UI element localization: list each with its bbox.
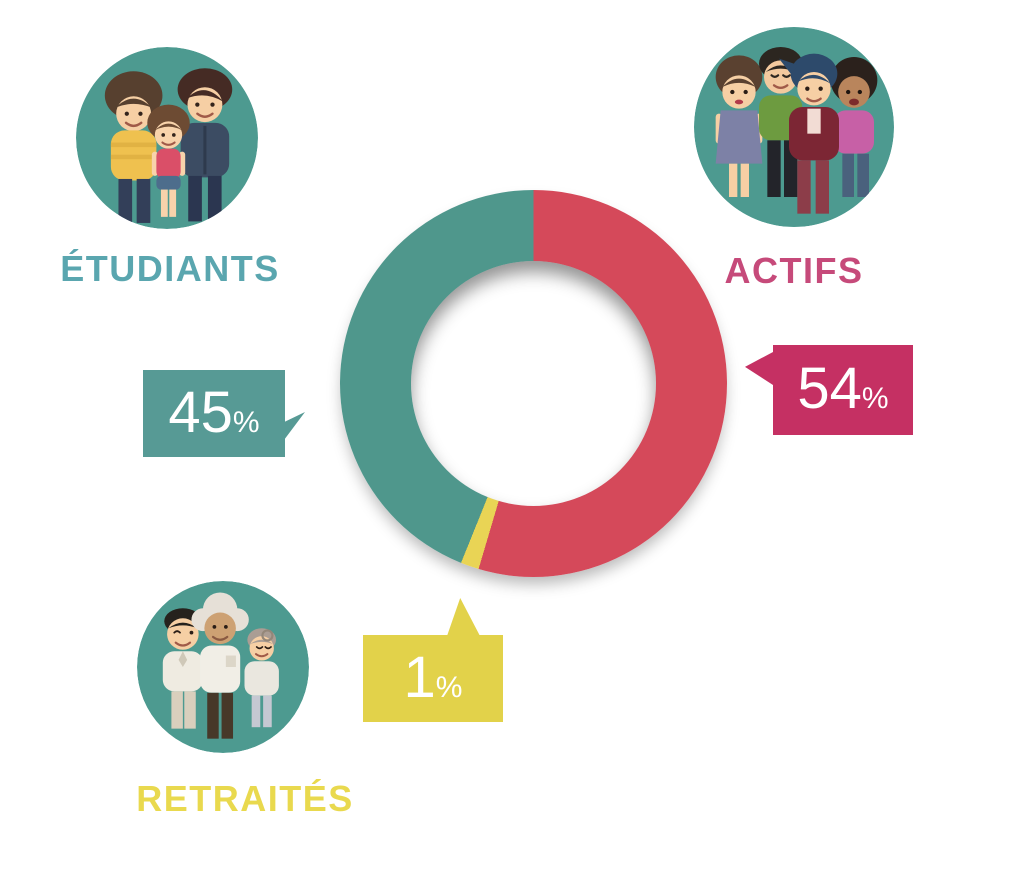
workers-group-icon (694, 27, 894, 227)
retraites-callout-pointer (447, 598, 480, 636)
actifs-value: 54 (797, 356, 862, 421)
etudiants-percent-sign: % (232, 406, 260, 439)
etudiants-value: 45 (168, 380, 233, 445)
students-group-icon (76, 47, 258, 229)
retraites-value: 1 (403, 645, 436, 710)
etudiants-callout: 45% (143, 370, 305, 457)
retraites-percent-sign: % (435, 671, 463, 704)
retraites-avatar (137, 581, 309, 753)
retirees-group-icon (137, 581, 309, 753)
actifs-avatar (694, 27, 894, 227)
actifs-callout: 54% (745, 345, 913, 435)
donut-hole (411, 261, 656, 506)
actifs-percent-sign: % (861, 382, 889, 415)
actifs-label: ACTIFS (724, 250, 864, 291)
actifs-callout-pointer (745, 352, 773, 385)
etudiants-avatar (76, 47, 258, 229)
donut-chart (340, 190, 727, 577)
retraites-callout: 1% (363, 598, 503, 722)
retraites-label: RETRAITÉS (136, 778, 354, 819)
etudiants-label: ÉTUDIANTS (60, 248, 280, 289)
etudiants-callout-pointer (284, 412, 305, 440)
